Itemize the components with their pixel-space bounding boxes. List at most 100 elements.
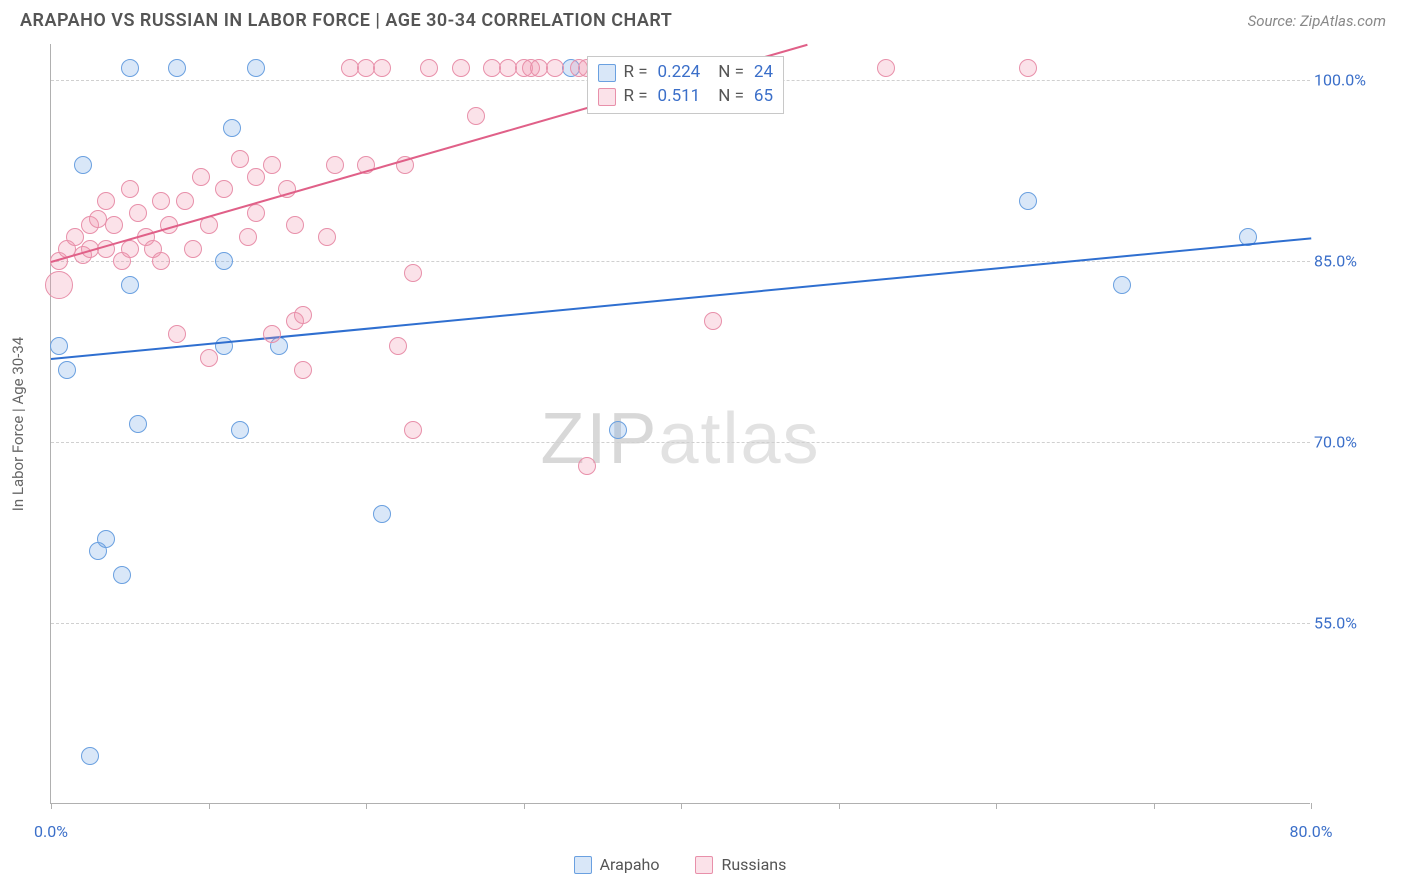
russians-point (318, 228, 336, 246)
legend-label: Russians (721, 855, 786, 874)
x-tick (1154, 803, 1155, 809)
arapaho-point (215, 252, 233, 270)
legend-swatch (574, 856, 592, 874)
russians-point (168, 325, 186, 343)
legend-item: Russians (695, 855, 786, 874)
x-tick (524, 803, 525, 809)
russians-point (97, 192, 115, 210)
stat-n-value: 24 (754, 61, 773, 85)
russians-point (294, 361, 312, 379)
arapaho-point (247, 59, 265, 77)
arapaho-point (58, 361, 76, 379)
arapaho-point (113, 566, 131, 584)
stat-n-value: 65 (754, 85, 773, 109)
x-tick (51, 803, 52, 809)
russians-point (215, 180, 233, 198)
x-tick (996, 803, 997, 809)
arapaho-point (121, 276, 139, 294)
russians-point (247, 204, 265, 222)
russians-point (105, 216, 123, 234)
x-tick (839, 803, 840, 809)
y-tick-label: 55.0% (1314, 614, 1384, 633)
arapaho-point (373, 505, 391, 523)
russians-point (121, 180, 139, 198)
series-swatch (598, 64, 616, 82)
chart-header: ARAPAHO VS RUSSIAN IN LABOR FORCE | AGE … (0, 0, 1406, 39)
russians-point (373, 59, 391, 77)
russians-point (192, 168, 210, 186)
russians-point (877, 59, 895, 77)
legend-item: Arapaho (574, 855, 660, 874)
russians-point (578, 457, 596, 475)
x-tick-label: 80.0% (1290, 822, 1333, 841)
stat-r-value: 0.224 (658, 61, 701, 85)
x-tick (209, 803, 210, 809)
legend-swatch (695, 856, 713, 874)
arapaho-point (81, 747, 99, 765)
arapaho-point (121, 59, 139, 77)
x-tick (1311, 803, 1312, 809)
russians-point (121, 240, 139, 258)
legend: Arapaho Russians (50, 855, 1310, 874)
russians-point (66, 228, 84, 246)
arapaho-point (609, 421, 627, 439)
russians-point (420, 59, 438, 77)
gridline (51, 442, 1310, 443)
series-swatch (598, 88, 616, 106)
y-axis-title: In Labor Force | Age 30-34 (8, 44, 28, 804)
stats-box: R = 0.224 N = 24 R = 0.511 N = 65 (587, 56, 785, 114)
russians-point (231, 150, 249, 168)
russians-point (704, 312, 722, 330)
stat-n-label: N = (718, 61, 744, 85)
russians-point (294, 306, 312, 324)
russians-point (184, 240, 202, 258)
russians-point (404, 421, 422, 439)
russians-point (326, 156, 344, 174)
russians-point (176, 192, 194, 210)
arapaho-trend-line (51, 237, 1311, 360)
x-tick (681, 803, 682, 809)
y-tick-label: 100.0% (1314, 71, 1384, 90)
arapaho-point (50, 337, 68, 355)
russians-point (152, 192, 170, 210)
russians-point (404, 264, 422, 282)
stat-r-value: 0.511 (658, 85, 701, 109)
y-tick-label: 70.0% (1314, 433, 1384, 452)
russians-point (239, 228, 257, 246)
russians-point (152, 252, 170, 270)
arapaho-point (223, 119, 241, 137)
y-tick-label: 85.0% (1314, 252, 1384, 271)
stats-row: R = 0.511 N = 65 (598, 85, 774, 109)
russians-point (263, 325, 281, 343)
russians-point (389, 337, 407, 355)
arapaho-point (215, 337, 233, 355)
gridline (51, 261, 1310, 262)
chart-title: ARAPAHO VS RUSSIAN IN LABOR FORCE | AGE … (20, 10, 672, 31)
stats-row: R = 0.224 N = 24 (598, 61, 774, 85)
legend-label: Arapaho (600, 855, 660, 874)
arapaho-point (97, 530, 115, 548)
x-tick (366, 803, 367, 809)
stat-n-label: N = (718, 85, 744, 109)
gridline (51, 623, 1310, 624)
russians-point (546, 59, 564, 77)
russians-point (286, 216, 304, 234)
chart-container: In Labor Force | Age 30-34 ZIPatlas 55.0… (20, 44, 1390, 834)
russians-point (45, 271, 73, 299)
russians-point (247, 168, 265, 186)
arapaho-point (231, 421, 249, 439)
russians-point (452, 59, 470, 77)
russians-point (1019, 59, 1037, 77)
russians-point (263, 156, 281, 174)
x-tick-label: 0.0% (34, 822, 68, 841)
arapaho-point (74, 156, 92, 174)
arapaho-point (1019, 192, 1037, 210)
arapaho-point (1113, 276, 1131, 294)
russians-point (129, 204, 147, 222)
plot-area: ZIPatlas 55.0%70.0%85.0%100.0%0.0%80.0%R… (50, 44, 1310, 804)
stat-r-label: R = (624, 85, 648, 109)
stat-r-label: R = (624, 61, 648, 85)
arapaho-point (168, 59, 186, 77)
source-label: Source: ZipAtlas.com (1248, 12, 1386, 30)
arapaho-point (129, 415, 147, 433)
